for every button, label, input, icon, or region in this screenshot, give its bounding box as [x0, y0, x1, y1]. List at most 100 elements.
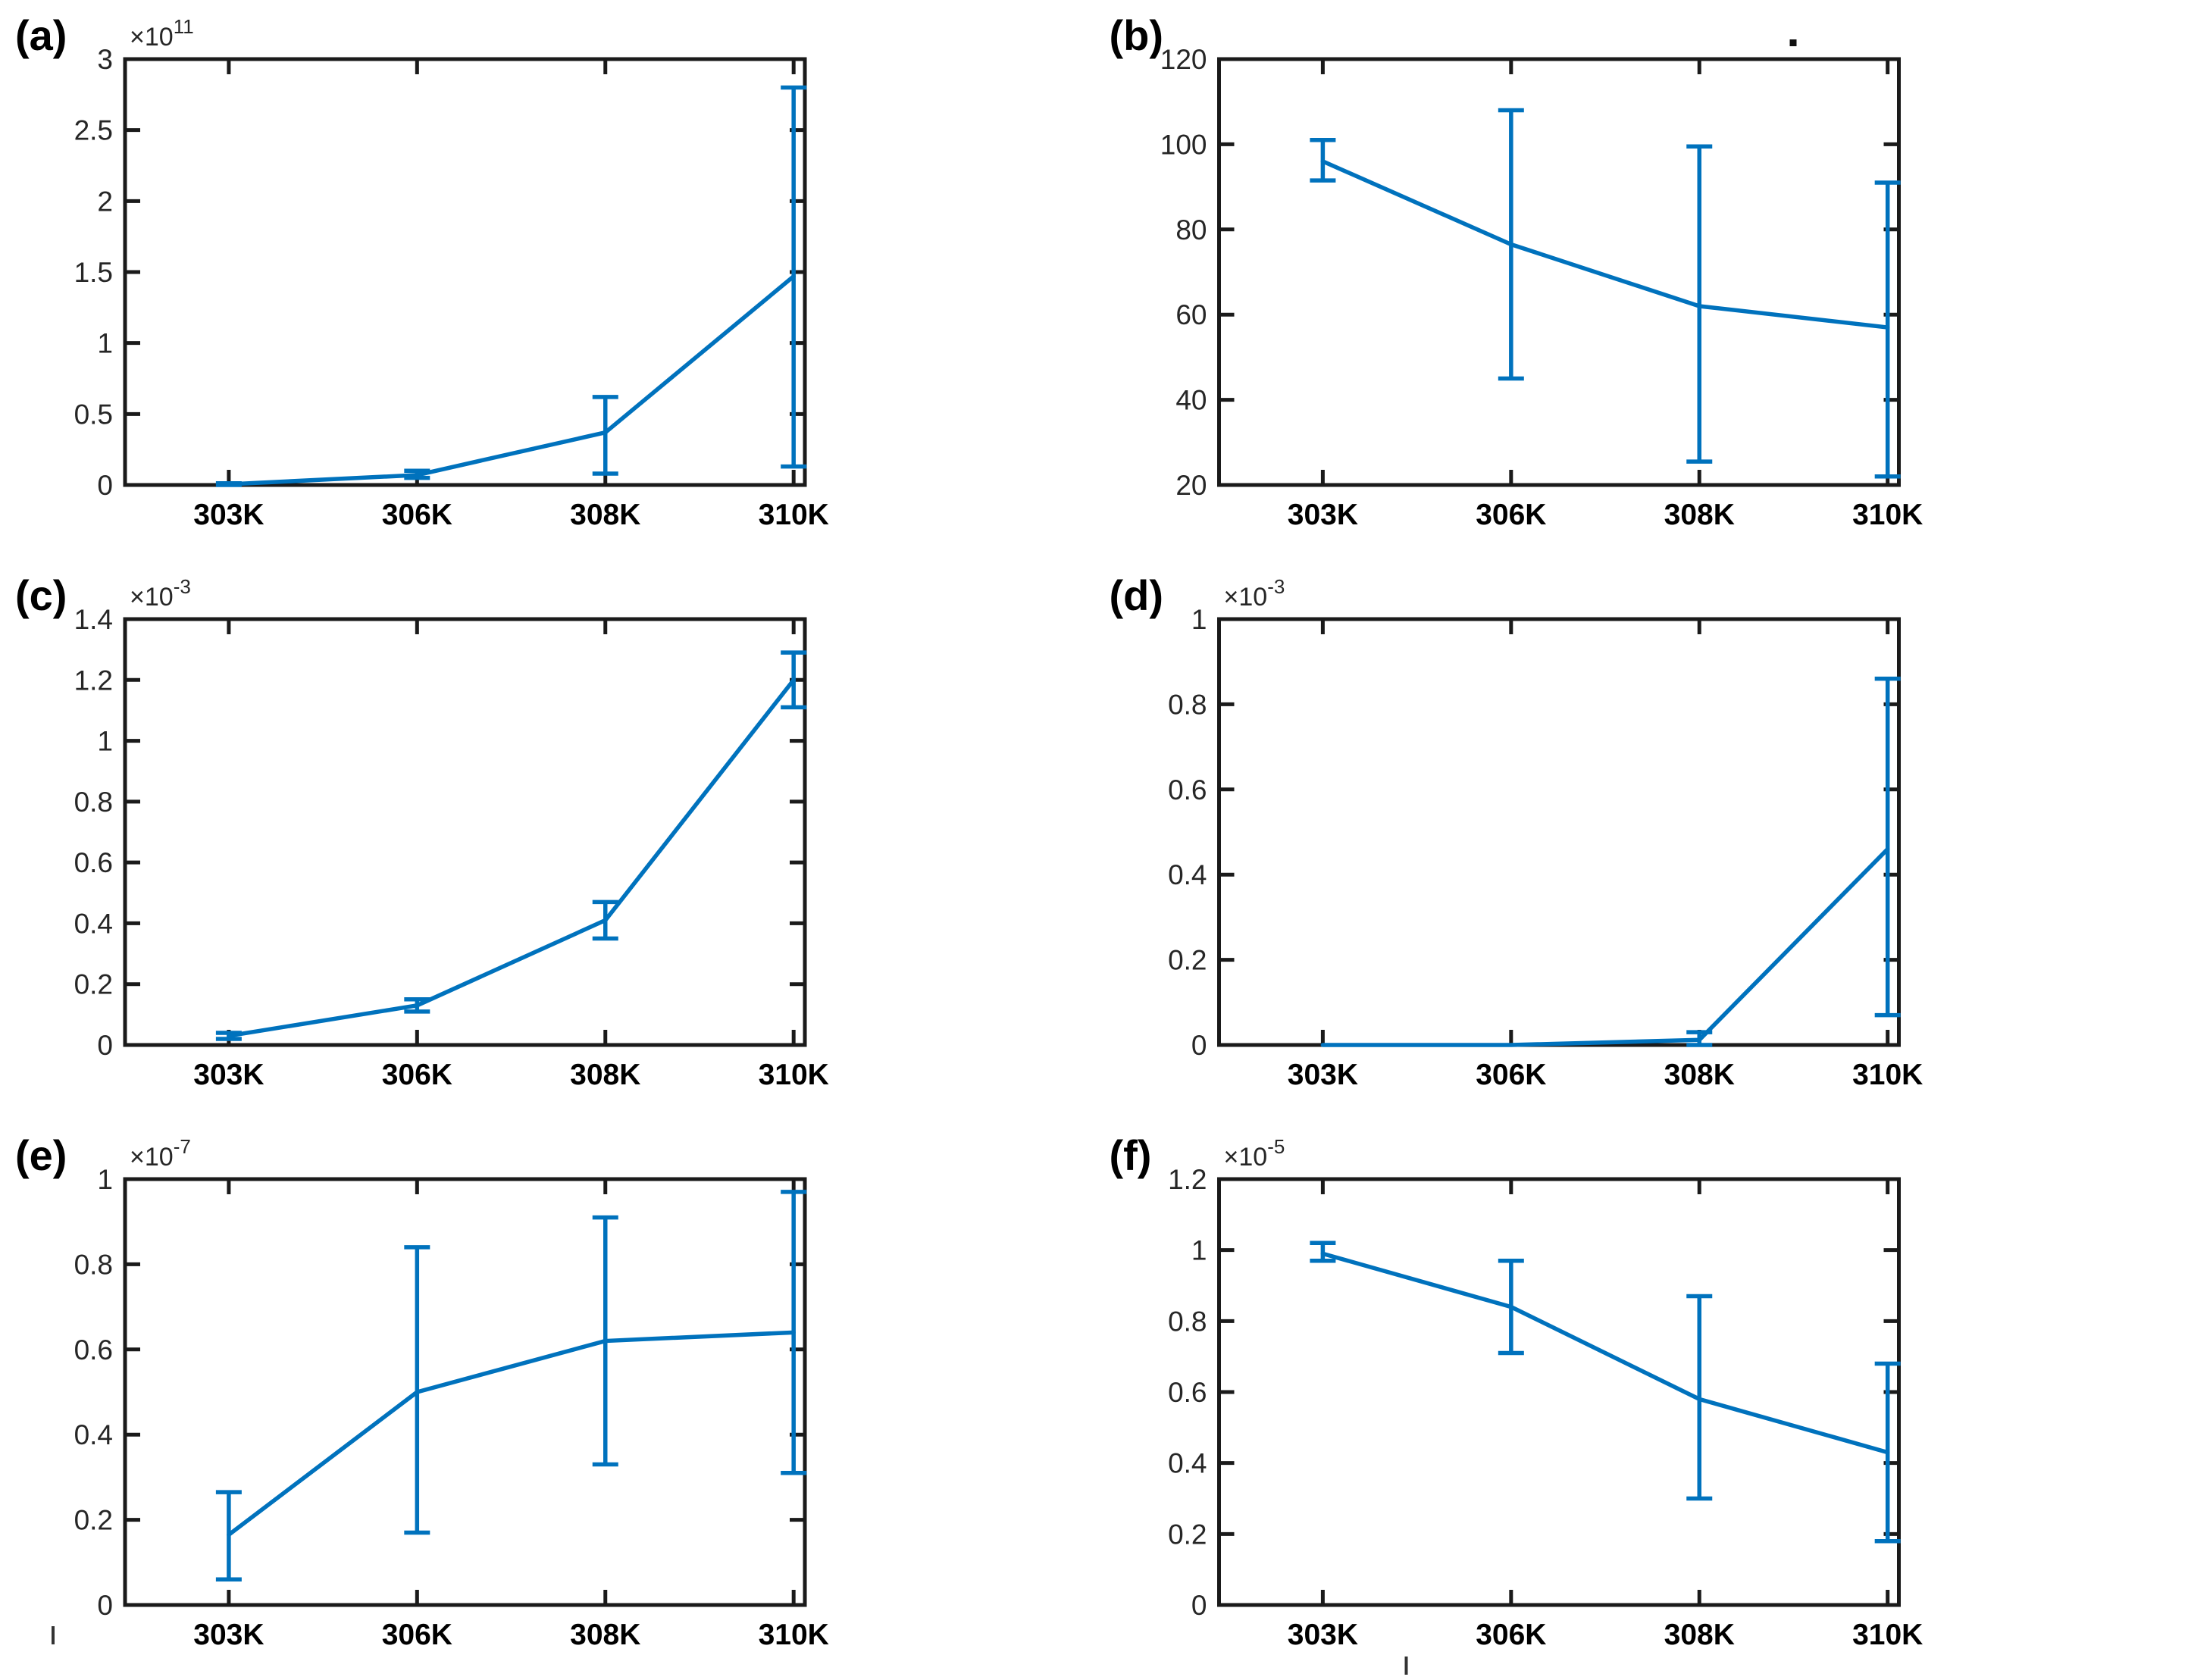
x-tick-label: 310K — [1852, 1059, 1923, 1091]
y-tick-label: 120 — [1160, 44, 1207, 75]
x-tick-label: 303K — [1288, 499, 1358, 531]
x-tick-label: 303K — [193, 499, 264, 531]
plot-box — [1217, 617, 1901, 1047]
x-tick-label: 306K — [1476, 499, 1546, 531]
y-tick-label: 0.8 — [1168, 689, 1207, 720]
y-tick-label: 1 — [97, 726, 113, 757]
chart-e: 303K 306K 308K 310K 0 0.2 0.4 0.6 0.8 1 (e) ×10-7 — [15, 1131, 829, 1651]
data-line — [227, 1330, 796, 1538]
x-tick-label: 303K — [193, 1059, 264, 1091]
plot-box — [1217, 57, 1901, 487]
y-axis-exponent-label: ×10-7 — [130, 1135, 191, 1172]
y-tick-label: 0.6 — [1168, 1377, 1207, 1408]
y-axis-exponent-label: ×10-3 — [1224, 575, 1285, 612]
y-tick-label: 0.2 — [1168, 1519, 1207, 1550]
y-tick-label: 1.5 — [74, 257, 113, 288]
y-tick-label: 0 — [1191, 1590, 1207, 1621]
y-axis-exponent-label: ×10-3 — [130, 575, 191, 612]
error-bar — [592, 395, 618, 476]
y-tick-label: 0 — [97, 1590, 113, 1621]
y-tick-label: 0.8 — [1168, 1306, 1207, 1337]
y-tick-label: 0.4 — [74, 1419, 113, 1450]
y-axis-exponent-label: ×1011 — [130, 15, 194, 52]
data-line — [1320, 1251, 1890, 1455]
chart-a: 303K 306K 308K 310K 0 0.5 1 1.5 2 2.5 3 (a) ×1011 — [15, 11, 829, 531]
x-tick-label: 308K — [570, 1619, 640, 1651]
y-tick-label: 0.6 — [74, 1334, 113, 1366]
data-line — [1320, 846, 1890, 1047]
y-tick-label: 80 — [1175, 214, 1207, 246]
y-tick-label: 1 — [97, 1164, 113, 1195]
x-tick-label: 308K — [570, 1059, 640, 1091]
y-tick-label: 0.2 — [1168, 945, 1207, 976]
y-axis-exponent-label: ×10-5 — [1224, 1135, 1285, 1172]
data-line — [227, 274, 796, 486]
chart-f: 303K 306K 308K 310K 0 0.2 0.4 0.6 0.8 1 1.2 (f) ×10-… — [1110, 1131, 1923, 1675]
y-tick-label: 0.2 — [74, 1505, 113, 1536]
x-tick-label: 303K — [1288, 1059, 1358, 1091]
x-tick-label: 310K — [1852, 1619, 1923, 1651]
y-tick-label: 0.2 — [74, 969, 113, 1000]
panel-letter: (d) — [1110, 571, 1164, 619]
y-tick-label: 2 — [97, 186, 113, 217]
y-tick-label: 1.4 — [74, 604, 113, 635]
y-tick-label: 40 — [1175, 385, 1207, 416]
x-tick-label: 310K — [759, 499, 829, 531]
x-tick-label: 310K — [759, 1619, 829, 1651]
panel-b: 303K 306K 308K 310K 20 40 60 80 100 120 (b) — [1094, 0, 2188, 560]
x-tick-label: 308K — [1664, 1059, 1735, 1091]
y-tick-label: 1 — [97, 328, 113, 359]
panel-letter: (b) — [1110, 11, 1164, 59]
x-tick-label: 308K — [1664, 499, 1735, 531]
plot-box — [123, 57, 807, 487]
y-tick-label: 100 — [1160, 129, 1207, 160]
x-tick-label: 306K — [382, 499, 452, 531]
x-tick-label: 306K — [1476, 1059, 1546, 1091]
x-tick-label: 308K — [570, 499, 640, 531]
x-tick-label: 310K — [1852, 499, 1923, 531]
data-line — [227, 677, 796, 1038]
x-tick-label: 308K — [1664, 1619, 1735, 1651]
x-tick-label: 303K — [1288, 1619, 1358, 1651]
y-tick-label: 0 — [97, 1030, 113, 1061]
y-tick-label: 2.5 — [74, 115, 113, 146]
y-tick-label: 0 — [97, 470, 113, 501]
x-tick-label: 310K — [759, 1059, 829, 1091]
chart-b: 303K 306K 308K 310K 20 40 60 80 100 120(b) — [1110, 11, 1923, 531]
plot-box — [123, 1177, 807, 1607]
panel-letter: (c) — [15, 571, 67, 619]
y-tick-label: 0.4 — [74, 908, 113, 939]
x-tick-label: 306K — [382, 1619, 452, 1651]
error-bar — [1874, 180, 1901, 479]
chart-c: 303K 306K 308K 310K 0 0.2 0.4 0.6 0.8 1 1.2 1.4(c) ×… — [15, 571, 829, 1091]
error-bar — [1874, 676, 1901, 1018]
panel-e: 303K 306K 308K 310K 0 0.2 0.4 0.6 0.8 1 (e) ×10-7 — [0, 1120, 1094, 1680]
y-tick-label: 1 — [1191, 604, 1207, 635]
y-tick-label: 20 — [1175, 470, 1207, 501]
data-line — [1320, 159, 1890, 330]
panel-letter: (a) — [15, 11, 67, 59]
y-tick-label: 1 — [1191, 1235, 1207, 1266]
panel-letter: (f) — [1110, 1131, 1152, 1179]
panel-d: 303K 306K 308K 310K 0 0.2 0.4 0.6 0.8 1 (d) ×10-3 — [1094, 560, 2188, 1120]
stray-dot-artifact — [1789, 39, 1797, 46]
x-tick-label: 306K — [382, 1059, 452, 1091]
y-tick-label: 0.4 — [1168, 1448, 1207, 1479]
y-tick-label: 1.2 — [1168, 1164, 1207, 1195]
panel-c: 303K 306K 308K 310K 0 0.2 0.4 0.6 0.8 1 1.2 1.4 (c) ×… — [0, 560, 1094, 1120]
y-tick-label: 0 — [1191, 1030, 1207, 1061]
y-tick-label: 60 — [1175, 299, 1207, 330]
panel-f: 303K 306K 308K 310K 0 0.2 0.4 0.6 0.8 1 1.2 (f) ×10-… — [1094, 1120, 2188, 1680]
y-tick-label: 0.8 — [74, 787, 113, 818]
y-tick-label: 0.5 — [74, 399, 113, 430]
y-tick-label: 1.2 — [74, 665, 113, 696]
plot-box — [123, 617, 807, 1047]
y-tick-label: 0.8 — [74, 1249, 113, 1280]
panel-a: 303K 306K 308K 310K 0 0.5 1 1.5 2 2.5 3 (a) ×1011 — [0, 0, 1094, 560]
y-tick-label: 0.6 — [74, 847, 113, 878]
y-tick-label: 0.4 — [1168, 859, 1207, 890]
x-tick-label: 303K — [193, 1619, 264, 1651]
panel-letter: (e) — [15, 1131, 67, 1179]
y-tick-label: 0.6 — [1168, 774, 1207, 806]
